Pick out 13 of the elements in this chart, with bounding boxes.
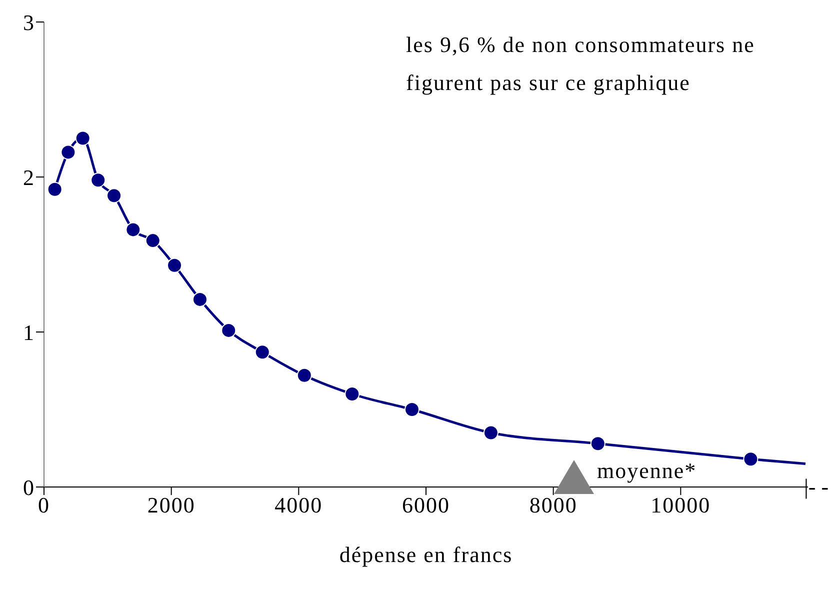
annotation: |- - [804, 474, 829, 500]
x-tick-label: 8000 [529, 492, 578, 518]
y-tick-label: 0 [23, 474, 34, 500]
x-tick-label: 4000 [274, 492, 323, 518]
annotation: moyenne* [597, 458, 697, 484]
x-axis-title: dépense en francs [339, 542, 513, 567]
y-tick-label: 1 [23, 320, 34, 345]
y-tick-label: 2 [23, 164, 34, 190]
annotation: les 9,6 % de non consommateurs ne figurent pas sur ce graphique [406, 31, 756, 97]
x-tick-label: 6000 [402, 492, 450, 518]
y-tick-label: 3 [23, 10, 34, 35]
x-tick-label: 10000 [650, 492, 711, 518]
x-tick-label: 2000 [147, 492, 196, 518]
